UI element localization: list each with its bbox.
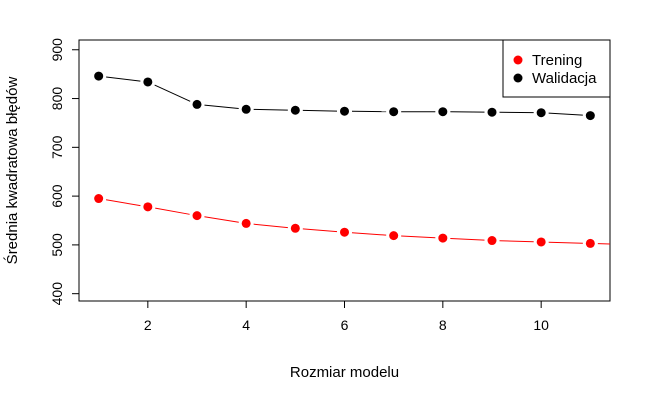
data-point [143, 77, 153, 87]
x-tick-label: 10 [533, 317, 549, 333]
y-tick-label: 400 [49, 282, 65, 306]
data-point [389, 231, 399, 241]
data-point [290, 223, 300, 233]
legend-marker-trening [513, 55, 523, 65]
y-tick-label: 700 [49, 135, 65, 159]
x-tick-label: 4 [242, 317, 250, 333]
y-axis: 400 500 600 700 800 900 [49, 38, 80, 306]
data-point [290, 105, 300, 115]
data-point [241, 218, 251, 228]
series-line-segment [450, 237, 485, 241]
series-line-segment [204, 216, 239, 223]
series-line-segment [155, 207, 190, 215]
x-tick-label: 2 [144, 317, 152, 333]
y-tick-label: 800 [49, 87, 65, 111]
data-point [143, 202, 153, 212]
data-point [94, 194, 104, 204]
series-line-segment [302, 228, 338, 233]
series-line-segment [253, 223, 288, 229]
data-point [585, 111, 595, 121]
series-line-segment [154, 84, 191, 102]
series-line-segment [204, 104, 239, 110]
series-line-segment [106, 76, 141, 82]
y-tick-label: 900 [49, 38, 65, 62]
series-line-segment [105, 199, 141, 207]
legend-label-walidacja: Walidacja [532, 70, 597, 87]
legend-marker-walidacja [513, 73, 523, 83]
data-point [536, 108, 546, 118]
series-line-segment [548, 241, 583, 244]
data-point [487, 236, 497, 246]
series-line-segment [548, 112, 583, 116]
data-point [438, 233, 448, 243]
data-point [536, 237, 546, 247]
data-point [389, 107, 399, 117]
series-line-segment [401, 235, 436, 239]
data-point [340, 227, 349, 237]
x-axis-title: Rozmiar modelu [290, 364, 399, 381]
data-point [94, 71, 104, 81]
series-walidacja [94, 71, 595, 121]
data-point [487, 107, 497, 117]
plot-area [94, 71, 610, 248]
y-tick-label: 600 [49, 184, 65, 208]
data-point [241, 104, 251, 114]
series-line-segment [302, 109, 338, 112]
data-point [192, 99, 202, 109]
x-tick-label: 6 [341, 317, 349, 333]
series-line-segment [351, 232, 387, 236]
series-line-extension [597, 243, 610, 245]
data-point [438, 107, 448, 117]
y-tick-label: 500 [49, 233, 65, 257]
legend-box [502, 39, 611, 98]
series-line-segment [253, 108, 288, 111]
x-tick-label: 8 [439, 317, 447, 333]
series-trening [94, 194, 610, 248]
series-layer [94, 71, 610, 248]
data-point [192, 211, 202, 221]
data-point [585, 238, 595, 248]
legend-label-trening: Trening [532, 52, 582, 69]
x-axis: 2 4 6 8 10 [144, 300, 549, 333]
series-line-segment [499, 240, 534, 243]
data-point [340, 106, 349, 116]
legend: Trening Walidacja [502, 39, 611, 98]
y-axis-title: Średnia kwadratowa błędów [3, 77, 21, 265]
